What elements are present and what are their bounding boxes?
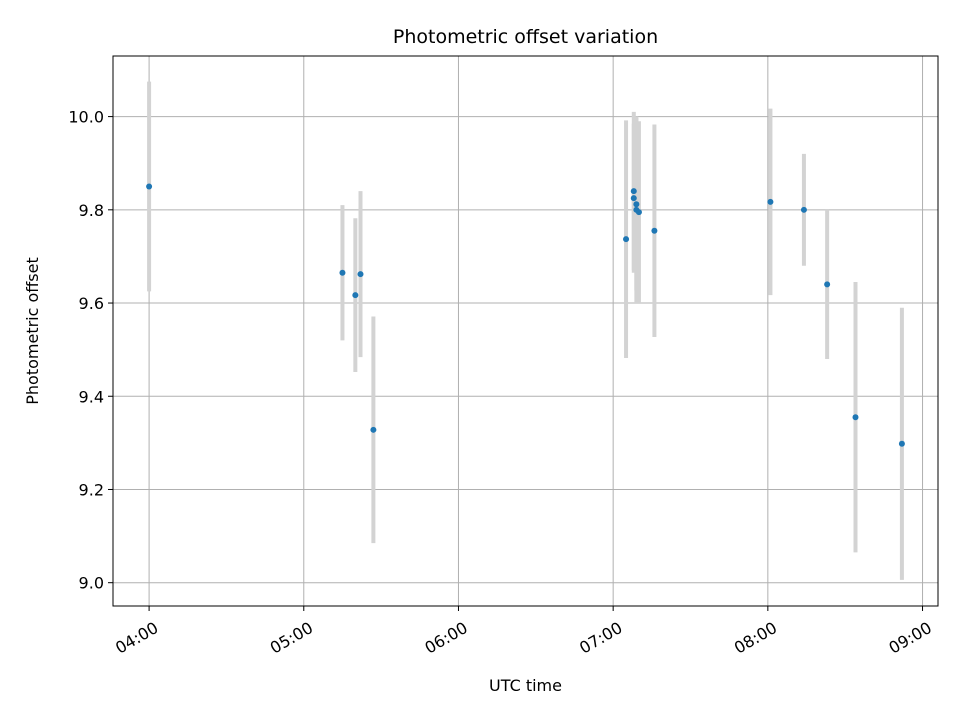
x-axis-label: UTC time bbox=[489, 676, 562, 695]
chart-title: Photometric offset variation bbox=[393, 26, 658, 48]
data-point bbox=[635, 209, 642, 216]
y-tick-label: 9.2 bbox=[79, 480, 104, 499]
y-tick-label: 9.6 bbox=[79, 294, 104, 313]
grid bbox=[113, 56, 938, 606]
data-points bbox=[146, 183, 905, 447]
y-tick-label: 9.8 bbox=[79, 201, 104, 220]
data-point bbox=[352, 292, 359, 299]
data-point bbox=[630, 195, 637, 202]
data-point bbox=[824, 281, 831, 288]
data-point bbox=[651, 227, 658, 234]
y-tick-label: 9.0 bbox=[79, 574, 104, 593]
y-tick-label: 9.4 bbox=[79, 387, 104, 406]
data-point bbox=[898, 440, 905, 447]
data-point bbox=[357, 271, 364, 278]
data-point bbox=[800, 206, 807, 213]
data-point bbox=[623, 236, 630, 243]
data-point bbox=[339, 269, 346, 276]
y-axis-label: Photometric offset bbox=[23, 257, 42, 405]
data-point bbox=[852, 414, 859, 421]
data-point bbox=[633, 201, 640, 208]
data-point bbox=[370, 426, 377, 433]
data-point bbox=[146, 183, 153, 190]
data-point bbox=[630, 188, 637, 195]
y-tick-label: 10.0 bbox=[68, 108, 104, 127]
plot-frame bbox=[112, 55, 939, 607]
data-point bbox=[767, 198, 774, 205]
